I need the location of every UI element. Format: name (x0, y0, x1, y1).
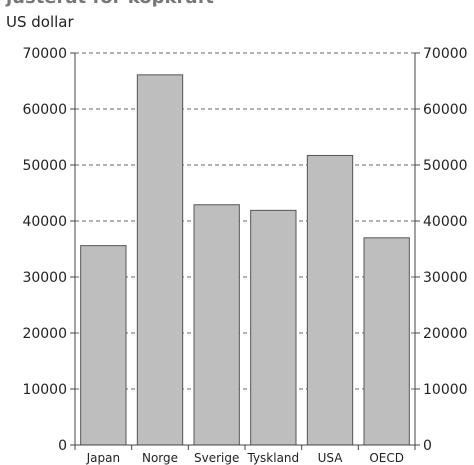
chart-title: justerat for kopkraft (6, 0, 214, 8)
y-tick-label-right: 10000 (423, 382, 468, 398)
y-tick-label-left: 0 (58, 438, 67, 454)
bar-sverige (193, 204, 240, 446)
x-tick-label-usa: USA (318, 451, 344, 465)
y-tick-label-right: 70000 (423, 46, 468, 62)
y-tick-label-left: 20000 (22, 326, 67, 342)
y-tick-label-left: 50000 (22, 158, 67, 174)
gridlines (75, 52, 415, 390)
y-tick-label-right: 50000 (423, 158, 468, 174)
y-tick-label-right: 0 (423, 438, 432, 454)
bars (80, 74, 410, 446)
y-axis-unit-label: US dollar (6, 13, 74, 31)
bar-norge (136, 74, 184, 446)
x-tick-label-tyskland: Tyskland (246, 451, 299, 465)
bar-oecd (363, 237, 410, 446)
x-tick-label-oecd: OECD (369, 451, 404, 465)
y-tick-label-left: 10000 (22, 382, 67, 398)
y-tick-label-left: 60000 (22, 102, 67, 118)
y-tick-label-right: 60000 (423, 102, 468, 118)
x-tick-label-norge: Norge (142, 451, 178, 465)
bar-tyskland (250, 209, 297, 446)
x-tick-label-japan: Japan (86, 451, 120, 465)
axes (70, 52, 420, 450)
tick-labels: 0 0 10000 10000 20000 20000 30000 30000 40000 400… (22, 46, 467, 465)
bar-usa (306, 154, 354, 446)
y-tick-label-right: 20000 (423, 326, 468, 342)
y-tick-label-left: 70000 (22, 46, 67, 62)
y-tick-label-right: 30000 (423, 270, 468, 286)
y-tick-label-left: 40000 (22, 214, 67, 230)
x-tick-label-sverige: Sverige (194, 451, 239, 465)
y-tick-label-right: 40000 (423, 214, 468, 230)
bar-japan (80, 245, 127, 446)
y-tick-label-left: 30000 (22, 270, 67, 286)
